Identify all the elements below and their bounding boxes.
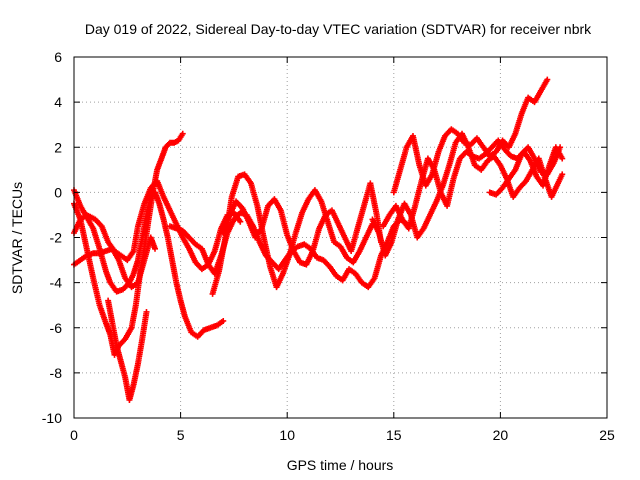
data-point: [179, 130, 186, 137]
series-arc-i: [390, 76, 551, 196]
y-tick-label: 4: [54, 94, 62, 110]
y-tick-label: 0: [54, 184, 62, 200]
data-points: [71, 76, 566, 403]
series-arc-e: [105, 297, 150, 403]
data-point: [559, 171, 566, 178]
data-point: [544, 76, 551, 83]
series-arc-k: [369, 130, 566, 259]
axes: 0 5 10 15 20 25 -10 -8 -6 -4 -2 0 2 4 6: [42, 49, 615, 443]
y-tick-label: 6: [54, 49, 62, 65]
grid: [74, 57, 607, 418]
series-arc-l: [486, 144, 564, 198]
x-tick-label: 10: [279, 427, 295, 443]
x-tick-label: 5: [177, 427, 185, 443]
x-tick-label: 0: [70, 427, 78, 443]
y-tick-label: -10: [42, 410, 62, 426]
data-point: [237, 218, 244, 225]
y-tick-label: -8: [50, 365, 63, 381]
chart-title: Day 019 of 2022, Sidereal Day-to-day VTE…: [85, 21, 592, 37]
data-point: [559, 155, 566, 162]
y-axis-label: SDTVAR / TECUs: [9, 182, 25, 294]
y-tick-label: -2: [50, 230, 63, 246]
plot-frame: [73, 56, 608, 419]
x-axis-label: GPS time / hours: [287, 457, 394, 473]
series-arc-h: [220, 180, 385, 268]
data-point: [143, 308, 150, 315]
series-arc-d: [71, 187, 227, 340]
data-point: [220, 317, 227, 324]
data-point: [152, 245, 159, 252]
x-tick-label: 25: [599, 427, 615, 443]
series-arc-a: [71, 178, 244, 273]
x-tick-label: 15: [386, 427, 402, 443]
data-point: [557, 144, 564, 151]
y-tick-label: -6: [50, 320, 63, 336]
y-tick-label: -4: [50, 275, 63, 291]
y-tick-label: 2: [54, 139, 62, 155]
series-arc-g: [209, 171, 376, 297]
x-tick-label: 20: [493, 427, 509, 443]
